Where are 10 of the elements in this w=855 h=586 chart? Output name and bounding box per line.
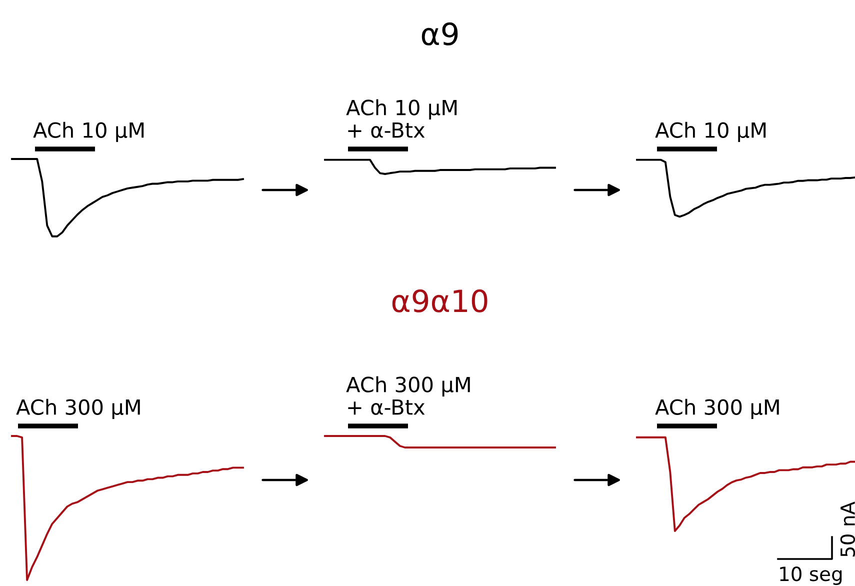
text: ACh 10 μM	[655, 122, 766, 142]
text: 10 seg	[780, 566, 842, 585]
text: ACh 300 μM + α-Btx	[346, 376, 470, 415]
text: ACh 10 μM + α-Btx	[346, 99, 457, 138]
annotation: 50 nA	[840, 502, 855, 556]
chart-title: α9	[422, 22, 458, 46]
text: ACh 10 μM	[33, 122, 144, 142]
text: ACh 300 μM	[655, 398, 779, 419]
text: ACh 300 μM	[16, 398, 140, 419]
chart-title: α9α10	[392, 289, 488, 312]
